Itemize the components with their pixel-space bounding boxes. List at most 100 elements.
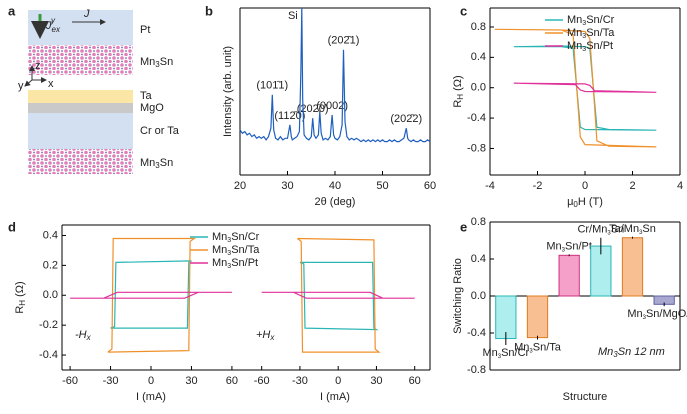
text-part: Sn — [160, 157, 173, 169]
text-part: H — [456, 94, 465, 100]
y-tick-label: 0.0 — [471, 82, 486, 94]
y-tick-label: 0.4 — [471, 51, 486, 63]
series-line — [110, 260, 192, 329]
y-axis-label: RH (Ω) — [452, 75, 465, 107]
mgo-layer — [28, 103, 133, 113]
text-part: Sn/Cr — [501, 347, 529, 359]
x-axis-label: I (mA) — [320, 391, 350, 403]
mn3sn-layer — [28, 149, 133, 174]
annotation: -Hx — [75, 329, 92, 342]
text-part: Sn — [160, 56, 173, 68]
series-line — [70, 291, 232, 299]
x-axis-label: I (mA) — [136, 391, 166, 403]
text-part: 3 — [613, 350, 618, 359]
panel-label: b — [205, 3, 213, 18]
text-part: 3 — [227, 250, 231, 257]
x-tick-label: 30 — [370, 375, 382, 387]
text-part: 3 — [582, 33, 586, 40]
text-part: Sn/Cr — [586, 14, 614, 26]
text-part: 3 — [582, 46, 586, 53]
text-part: 3 — [155, 161, 160, 170]
series-line — [494, 28, 657, 148]
text-part: 3 — [582, 20, 586, 27]
label: Mn3Sn — [140, 157, 173, 170]
legend-label: Mn3Sn/Ta — [567, 27, 615, 40]
text-part: Sn/Pt — [231, 257, 258, 269]
annotation: Si — [288, 10, 298, 22]
cr-layer — [28, 113, 133, 149]
text-part: 3 — [529, 348, 533, 354]
x-axis-label: 2θ (deg) — [315, 196, 356, 208]
series-line — [107, 237, 197, 353]
label: Mn3Sn — [140, 56, 173, 69]
x-tick-label: -30 — [292, 375, 308, 387]
text-part: Sn — [642, 223, 655, 235]
text-part: 3 — [562, 247, 566, 253]
axis-name: y — [18, 80, 24, 92]
x-tick-label: -30 — [103, 375, 119, 387]
text-part: Mn — [567, 27, 582, 39]
series-line — [261, 291, 415, 299]
annotation: (101̄1) — [256, 80, 288, 92]
legend-label: Mn3Sn/Cr — [567, 14, 615, 27]
text-part: Mn — [482, 347, 497, 359]
text-part: 3 — [498, 354, 502, 360]
text-part: +H — [256, 329, 270, 341]
y-axis-label: RH (Ω) — [14, 281, 27, 313]
label: MgO — [140, 102, 164, 114]
text-part: 3 — [607, 230, 611, 236]
text-part: Mn — [546, 240, 561, 252]
ta-layer — [28, 90, 133, 103]
text-part: H (T) — [578, 196, 603, 208]
text-part: 0 — [573, 200, 578, 209]
y-tick-label: 0.4 — [43, 229, 58, 241]
x-tick-label: 0 — [582, 180, 588, 192]
text-part: x — [86, 333, 92, 342]
y-tick-label: 0.8 — [471, 216, 486, 228]
text-part: (Ω) — [14, 281, 26, 300]
text-part: Sn/Pt — [565, 240, 592, 252]
category-label: Mn3Sn/Cr — [482, 347, 529, 360]
x-tick-label: 40 — [329, 180, 341, 192]
y-tick-label: -0.8 — [467, 364, 486, 376]
text-part: 3 — [227, 237, 231, 244]
text-part: R — [14, 306, 26, 314]
text-part: Cr/Mn — [577, 224, 607, 236]
text-part: Sn — [611, 224, 624, 236]
legend-label: Mn3Sn/Ta — [212, 244, 260, 257]
y-tick-label: -0.2 — [39, 319, 58, 331]
text-part: Mn — [567, 40, 582, 52]
text-part: Mn — [627, 308, 642, 320]
series-line — [513, 82, 657, 93]
y-axis-label: Switching Ratio — [452, 258, 464, 334]
panel-label: c — [460, 3, 467, 18]
axis-name: x — [48, 78, 54, 90]
x-tick-label: 60 — [226, 375, 238, 387]
series-line — [239, 7, 431, 143]
text-part: J — [45, 20, 52, 32]
legend-label: Mn3Sn/Pt — [567, 40, 613, 53]
x-axis-label: μ0H (T) — [567, 196, 603, 209]
axis-arrow — [24, 79, 33, 87]
x-tick-label: -4 — [485, 180, 495, 192]
y-tick-label: 0.2 — [43, 259, 58, 271]
x-tick-label: 30 — [185, 375, 197, 387]
x-tick-label: 30 — [281, 180, 293, 192]
label: Cr or Ta — [140, 125, 180, 137]
text-part: H — [18, 300, 27, 306]
x-tick-label: -2 — [533, 180, 543, 192]
y-tick-label: 0.4 — [471, 253, 486, 265]
x-tick-label: -60 — [254, 375, 270, 387]
y-tick-label: -0.8 — [467, 142, 486, 154]
text-part: Sn 12 nm — [618, 346, 665, 358]
text-part: Mn — [140, 157, 155, 169]
panel-label: a — [8, 3, 16, 18]
category-label: Mn3Sn/MgO/Cr — [627, 308, 687, 321]
annotation: (112̄0) — [274, 110, 305, 122]
text-part: (Ω) — [452, 75, 464, 94]
text-part: Mn — [567, 14, 582, 26]
text-part: Ta/Mn — [609, 223, 639, 235]
axis-name: z — [35, 60, 41, 72]
bar — [558, 254, 580, 297]
annotation: (202̄0) — [297, 103, 329, 115]
